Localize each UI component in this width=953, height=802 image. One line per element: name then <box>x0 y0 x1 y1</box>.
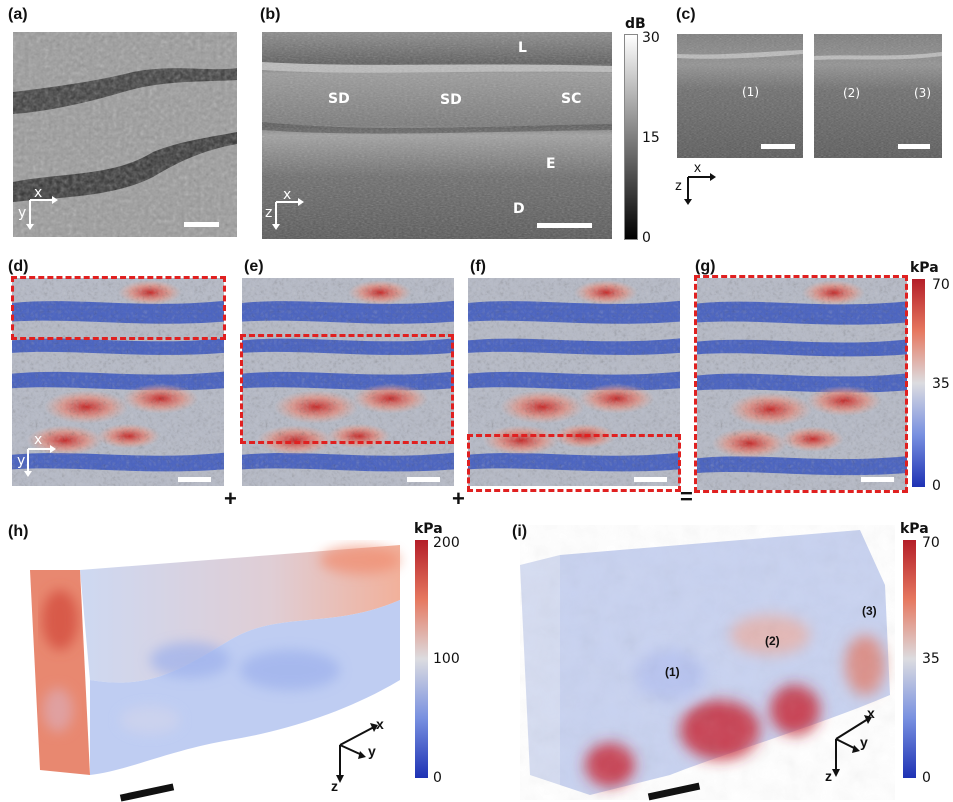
mark-i-2: (2) <box>765 634 780 648</box>
scale-bar-e <box>407 477 440 482</box>
panel-label-c: (c) <box>676 6 696 23</box>
panel-c-bscan-2 <box>814 34 942 158</box>
scale-bar-c-1 <box>761 144 795 149</box>
axes-icon-i <box>822 705 882 780</box>
colorbar-db-unit: dB <box>625 16 646 32</box>
panel-label-h: (h) <box>8 523 29 540</box>
panel-d-elastogram <box>12 278 224 486</box>
panel-label-f: (f) <box>470 258 486 275</box>
colorbar-h-mid: 100 <box>433 651 460 667</box>
colorbar-g-mid: 35 <box>932 376 950 392</box>
mark-c-2: (2) <box>843 86 860 100</box>
axis-y-h: y <box>368 743 376 759</box>
panel-f-elastogram <box>468 278 680 486</box>
axis-x-a: x <box>34 185 43 201</box>
axes-icon-a <box>22 190 62 230</box>
panel-i-3d-volume <box>520 525 895 800</box>
panel-g-elastogram <box>697 278 907 490</box>
axis-z-h: z <box>331 778 338 794</box>
layer-label-D: D <box>513 201 525 217</box>
axis-y-d: y <box>17 453 26 469</box>
axes-icon-d <box>18 437 58 477</box>
axis-z-b: z <box>265 205 273 221</box>
axis-x-h: x <box>376 716 384 732</box>
scale-bar-h <box>119 783 175 802</box>
mark-i-3: (3) <box>862 604 877 618</box>
scale-bar-d <box>178 477 211 482</box>
roi-box-e <box>240 334 454 444</box>
scale-bar-f <box>634 477 667 482</box>
colorbar-db-mid: 15 <box>642 130 660 146</box>
panel-e-elastogram <box>242 278 454 486</box>
mark-c-3: (3) <box>914 86 931 100</box>
scale-bar-c-2 <box>898 144 930 149</box>
colorbar-h-max: 200 <box>433 535 460 551</box>
scale-bar-g <box>861 477 894 482</box>
panel-a-enface-image <box>13 32 237 237</box>
colorbar-i-unit: kPa <box>900 521 929 537</box>
panel-label-b: (b) <box>260 6 281 23</box>
layer-label-SC: SC <box>561 91 582 107</box>
colorbar-i-min: 0 <box>922 770 931 786</box>
colorbar-kpa-h <box>415 540 428 778</box>
layer-label-SD-1: SD <box>328 91 350 107</box>
panel-label-d: (d) <box>8 258 29 275</box>
panel-b-bscan-image <box>262 32 612 239</box>
roi-box-f <box>467 434 681 492</box>
layer-label-L: L <box>518 40 527 56</box>
operator-plus-2: + <box>452 486 465 511</box>
axis-x-c: x <box>694 159 701 175</box>
roi-box-g <box>694 275 908 493</box>
colorbar-h-min: 0 <box>433 770 442 786</box>
axis-z-c: z <box>675 177 682 193</box>
axis-z-i: z <box>825 768 832 784</box>
axes-icon-h <box>330 715 390 785</box>
colorbar-kpa-i <box>903 540 916 778</box>
axis-y-a: y <box>18 205 27 221</box>
colorbar-db-max: 30 <box>642 30 660 46</box>
colorbar-db <box>624 34 638 240</box>
panel-h-3d-volume <box>30 540 410 785</box>
colorbar-h-unit: kPa <box>414 521 443 537</box>
colorbar-db-min: 0 <box>642 230 651 246</box>
colorbar-g-unit: kPa <box>910 260 939 276</box>
colorbar-g-min: 0 <box>932 478 941 494</box>
panel-label-e: (e) <box>244 258 264 275</box>
scale-bar-a <box>184 222 219 227</box>
operator-equals: = <box>680 484 693 509</box>
roi-box-d <box>11 276 226 340</box>
panel-label-a: (a) <box>8 6 28 23</box>
axes-icon-c <box>678 165 718 207</box>
axis-y-i: y <box>860 734 868 750</box>
colorbar-i-max: 70 <box>922 535 940 551</box>
scale-bar-b <box>537 223 592 228</box>
colorbar-kpa-g <box>912 279 925 487</box>
colorbar-i-mid: 35 <box>922 651 940 667</box>
axis-x-b: x <box>283 187 292 203</box>
operator-plus-1: + <box>224 486 237 511</box>
axis-x-d: x <box>34 432 43 448</box>
layer-label-E: E <box>546 156 556 172</box>
layer-label-SD-2: SD <box>440 92 462 108</box>
axis-x-i: x <box>867 705 875 721</box>
panel-label-g: (g) <box>695 258 716 275</box>
panel-c-bscan-1 <box>677 34 803 158</box>
mark-c-1: (1) <box>742 85 759 99</box>
mark-i-1: (1) <box>665 665 680 679</box>
axes-icon-b <box>268 190 308 230</box>
colorbar-g-max: 70 <box>932 277 950 293</box>
